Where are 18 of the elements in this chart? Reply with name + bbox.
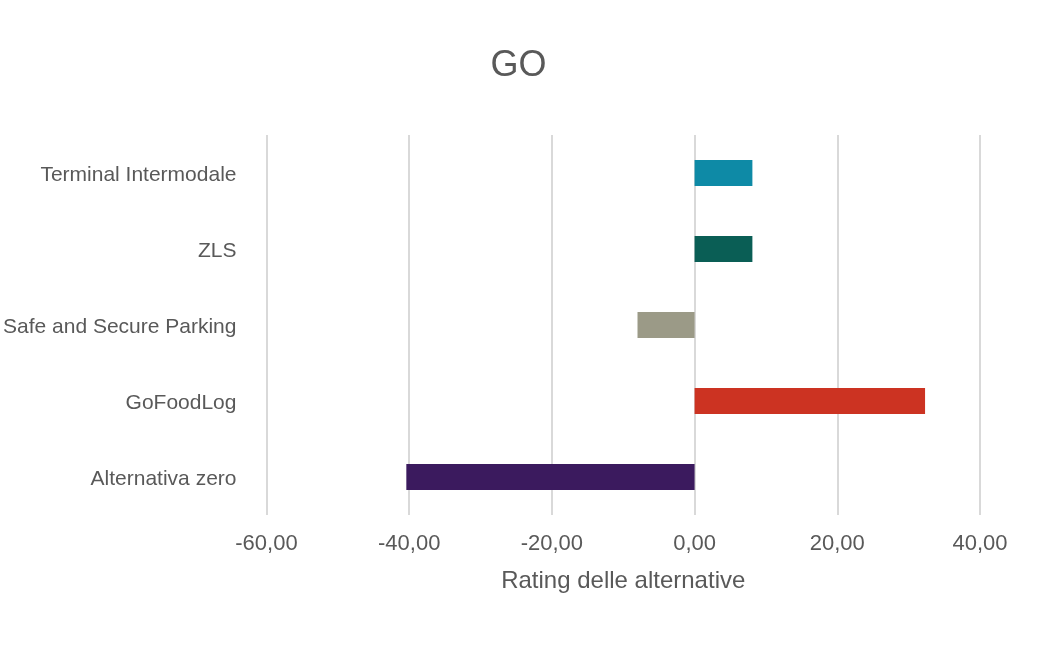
bar [406,464,695,490]
x-tick-label: -60,00 [235,529,298,555]
bar [694,236,753,262]
y-tick-label: Safe and Secure Parking [3,313,237,337]
y-tick-label: Alternativa zero [90,465,237,489]
x-tick-label: 40,00 [952,529,1008,555]
bar [694,160,753,186]
x-axis-title: Rating delle alternative [501,565,746,593]
x-tick-label: 0,00 [673,529,717,555]
y-tick-label: ZLS [197,237,237,261]
y-tick-label: Terminal Intermodale [40,161,237,185]
bar [694,388,926,414]
x-tick-label: -20,00 [520,529,584,555]
x-tick-label: -40,00 [377,529,441,555]
y-tick-label: GoFoodLog [125,389,237,413]
bar [637,312,695,338]
chart-title: GO [490,42,547,84]
x-tick-label: 20,00 [809,529,865,555]
